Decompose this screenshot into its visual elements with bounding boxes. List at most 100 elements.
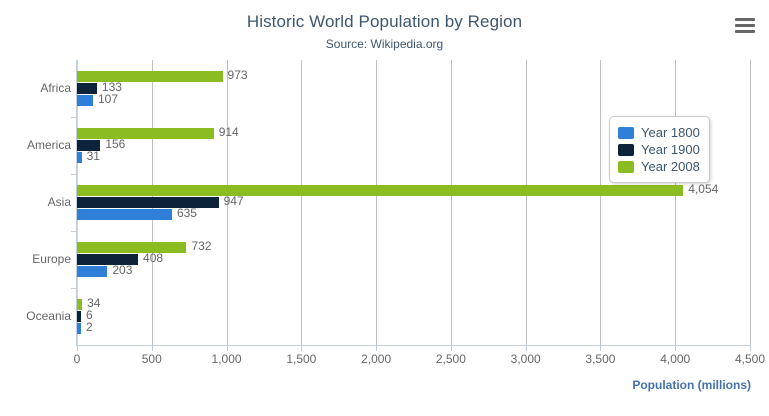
x-axis-tick xyxy=(226,346,228,351)
bar[interactable] xyxy=(77,94,93,106)
bar-group: 34 6 2 xyxy=(77,295,750,335)
bar[interactable] xyxy=(77,139,101,151)
bar-value-label: 408 xyxy=(143,250,164,265)
x-axis-tick xyxy=(450,346,452,351)
x-axis-tick xyxy=(600,346,602,351)
bar-row: 914 xyxy=(77,124,750,139)
bar-group: 732 408 203 xyxy=(77,238,750,278)
bar[interactable] xyxy=(77,184,684,196)
x-axis-tick-label: 500 xyxy=(141,352,162,366)
legend-item[interactable]: Year 2008 xyxy=(618,158,700,175)
plot-area: 973 133 107 914 156 31 4,054 947 635 732 408 203 34 6… xyxy=(77,60,751,345)
legend-color-swatch xyxy=(618,126,634,139)
bar[interactable] xyxy=(77,151,82,163)
chart-subtitle: Source: Wikipedia.org xyxy=(325,37,444,51)
bar-value-label: 6 xyxy=(86,307,93,322)
gridline xyxy=(450,60,452,345)
chart-title: Historic World Population by Region xyxy=(246,12,523,31)
legend-label: Year 2008 xyxy=(641,159,700,174)
gridline xyxy=(750,60,751,345)
bar-value-label: 107 xyxy=(98,91,119,106)
x-axis-tick xyxy=(77,346,78,351)
bar-value-label: 4,054 xyxy=(688,181,719,196)
bar-value-label: 2 xyxy=(86,319,93,334)
x-axis-line xyxy=(77,345,751,346)
bar-group: 973 133 107 xyxy=(77,67,750,107)
bar-row: 156 xyxy=(77,136,750,151)
x-axis-tick-label: 0 xyxy=(73,352,81,366)
bar-value-label: 34 xyxy=(87,295,101,310)
x-axis-tick-label: 1,000 xyxy=(211,352,242,366)
bar[interactable] xyxy=(77,265,108,277)
bar-row: 947 xyxy=(77,193,750,208)
bar-value-label: 973 xyxy=(227,67,248,82)
legend-label: Year 1900 xyxy=(641,142,700,157)
bar-row: 6 xyxy=(77,307,750,322)
x-axis-tick xyxy=(750,346,751,351)
bar[interactable] xyxy=(77,82,97,94)
x-axis-title: Population (millions) xyxy=(632,378,751,392)
bar[interactable] xyxy=(77,70,223,82)
bar-row: 973 xyxy=(77,67,750,82)
x-axis-tick-label: 1,500 xyxy=(286,352,317,366)
bar-row: 203 xyxy=(77,262,750,277)
legend-color-swatch xyxy=(618,143,634,156)
bar-row: 133 xyxy=(77,79,750,94)
gridline xyxy=(301,60,303,345)
legend-item[interactable]: Year 1800 xyxy=(618,124,700,141)
bar[interactable] xyxy=(77,196,219,208)
y-axis-tick xyxy=(71,288,77,289)
bar-value-label: 31 xyxy=(86,148,100,163)
bar-row: 408 xyxy=(77,250,750,265)
bar-row: 31 xyxy=(77,148,750,163)
bar-group: 914 156 31 xyxy=(77,124,750,164)
bar-value-label: 914 xyxy=(218,124,239,139)
bar-row: 2 xyxy=(77,319,750,334)
bar[interactable] xyxy=(77,253,139,265)
x-axis-tick-label: 2,500 xyxy=(435,352,466,366)
category-label-asia: Asia xyxy=(47,194,71,209)
bar[interactable] xyxy=(77,298,83,310)
bar-row: 635 xyxy=(77,206,750,220)
bar[interactable] xyxy=(77,310,81,322)
bar[interactable] xyxy=(77,127,214,139)
bar[interactable] xyxy=(77,208,172,220)
gridline xyxy=(376,60,378,345)
hamburger-bar xyxy=(735,24,755,27)
bar[interactable] xyxy=(77,241,187,253)
bar-value-label: 156 xyxy=(105,136,126,151)
legend-color-swatch xyxy=(618,160,634,173)
category-label-oceania: Oceania xyxy=(26,308,71,323)
x-axis-tick-label: 3,000 xyxy=(510,352,541,366)
bar-row: 107 xyxy=(77,91,750,106)
bar-row: 732 xyxy=(77,238,750,253)
category-label-africa: Africa xyxy=(40,80,71,95)
gridline xyxy=(226,60,228,345)
hamburger-menu-icon[interactable] xyxy=(733,14,757,36)
bar-group: 4,054 947 635 xyxy=(77,181,750,221)
bar-value-label: 133 xyxy=(101,79,122,94)
category-label-europe: Europe xyxy=(32,251,71,266)
gridline xyxy=(600,60,602,345)
bar[interactable] xyxy=(77,322,81,334)
chart-legend: Year 1800 Year 1900 Year 2008 xyxy=(609,116,710,183)
bar-value-label: 947 xyxy=(223,193,244,208)
bar-row: 4,054 xyxy=(77,181,750,196)
x-axis-tick-label: 4,000 xyxy=(660,352,691,366)
x-axis-tick xyxy=(525,346,527,351)
bar-value-label: 732 xyxy=(191,238,212,253)
hamburger-bar xyxy=(735,30,755,33)
x-axis-tick xyxy=(301,346,303,351)
hamburger-bar xyxy=(735,18,755,21)
x-axis-tick xyxy=(151,346,153,351)
y-axis-tick xyxy=(71,174,77,175)
y-axis-tick xyxy=(71,117,77,118)
x-axis-tick-label: 3,500 xyxy=(585,352,616,366)
legend-item[interactable]: Year 1900 xyxy=(618,141,700,158)
y-axis-line xyxy=(76,60,77,346)
category-axis-labels: Africa America Asia Europe Oceania xyxy=(0,60,71,345)
bar-row: 34 xyxy=(77,295,750,310)
x-axis-tick-label: 2,000 xyxy=(361,352,392,366)
bar-value-label: 203 xyxy=(112,262,133,277)
